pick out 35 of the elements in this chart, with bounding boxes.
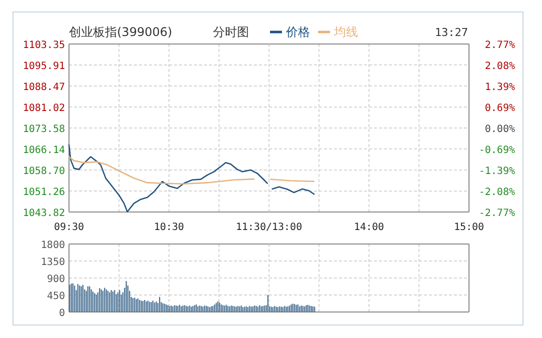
y-tick-label: 1103.35 bbox=[22, 40, 65, 51]
y-tick-label: 0 bbox=[58, 308, 65, 319]
y-tick-label: 1043.82 bbox=[22, 208, 65, 219]
y-tick-label: 1800 bbox=[40, 240, 65, 251]
y-tick-label: 1073.58 bbox=[22, 124, 65, 136]
y-tick-label: 1081.02 bbox=[22, 103, 65, 114]
x-tick-label: 14:00 bbox=[354, 222, 384, 233]
y2-tick-label: -2.77% bbox=[478, 208, 515, 219]
text: 13:27 bbox=[434, 26, 468, 39]
legend-label: 价格 bbox=[285, 25, 310, 39]
line-series bbox=[68, 156, 255, 184]
x-tick-label: 15:00 bbox=[454, 222, 484, 233]
y-tick-label: 1051.26 bbox=[22, 187, 65, 198]
y-tick-label: 1058.70 bbox=[22, 166, 65, 178]
chart-subtitle: 分时图 bbox=[213, 25, 249, 39]
y-tick-label: 1066.14 bbox=[22, 145, 65, 156]
y-tick-label: 900 bbox=[46, 274, 65, 285]
y2-tick-label: 0.69% bbox=[484, 103, 515, 114]
y2-tick-label: 1.39% bbox=[484, 82, 515, 93]
x-tick-label: 10:30 bbox=[154, 222, 184, 233]
y2-tick-label: 0.00% bbox=[484, 124, 515, 135]
chart-title: 创业板指(399006) bbox=[69, 25, 172, 39]
x-tick-label: 09:30 bbox=[54, 222, 84, 233]
y2-tick-label: -2.08% bbox=[478, 187, 515, 198]
y-tick-label: 1350 bbox=[40, 257, 65, 268]
y-tick-label: 1095.91 bbox=[22, 60, 65, 72]
y-tick-label: 1088.47 bbox=[22, 82, 65, 93]
y2-tick-label: 2.77% bbox=[484, 40, 515, 51]
y2-tick-label: -0.69% bbox=[478, 144, 515, 156]
line-series bbox=[272, 186, 315, 195]
legend-label: 均线 bbox=[333, 25, 358, 39]
y2-tick-label: 2.08% bbox=[484, 60, 515, 72]
y-tick-label: 450 bbox=[46, 291, 65, 302]
x-tick-label: 11:30/13:00 bbox=[236, 222, 302, 233]
y2-tick-label: -1.39% bbox=[478, 166, 515, 178]
